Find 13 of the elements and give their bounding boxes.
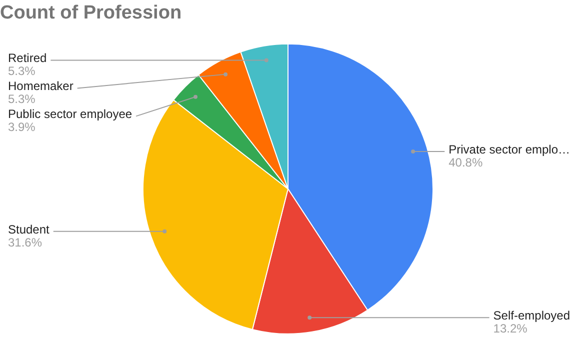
data-label: 5.3%	[8, 92, 36, 106]
data-label: 3.9%	[8, 120, 36, 134]
data-label: 31.6%	[8, 235, 42, 250]
data-label: 5.3%	[8, 64, 36, 78]
slice-label: Public sector employee	[8, 107, 132, 122]
chart-title: Count of Profession	[0, 2, 182, 24]
slice-label: Student	[8, 222, 50, 236]
data-label: 13.2%	[493, 322, 528, 336]
slice-label: Private sector emplo…	[448, 142, 570, 157]
slice-label: Homemaker	[8, 79, 74, 94]
slice-label: Self-employed	[493, 308, 570, 323]
data-label: 40.8%	[448, 156, 483, 170]
slice-label: Retired	[8, 51, 47, 66]
